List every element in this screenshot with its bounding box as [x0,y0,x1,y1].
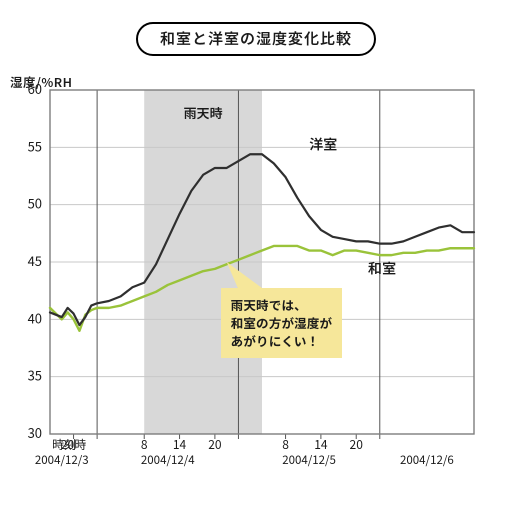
svg-text:雨天時: 雨天時 [184,103,223,122]
svg-text:2004/12/4: 2004/12/4 [141,452,195,468]
svg-text:60: 60 [28,79,42,98]
svg-text:8: 8 [282,436,289,453]
svg-text:55: 55 [28,136,42,155]
svg-text:14: 14 [314,436,328,453]
svg-text:2004/12/3: 2004/12/3 [35,452,89,468]
svg-text:20時: 20時 [61,436,86,453]
callout-line-3: あがりにくい！ [231,331,320,350]
figure-root: 和室と洋室の湿度変化比較 湿度/%RH 30354045505560時刻20時8… [0,0,512,512]
svg-text:30: 30 [28,423,42,442]
svg-text:8: 8 [141,436,148,453]
callout-box: 雨天時では、 和室の方が湿度が あがりにくい！ [221,288,343,358]
callout-line-1: 雨天時では、 [231,295,307,314]
svg-text:2004/12/5: 2004/12/5 [282,452,336,468]
svg-text:洋室: 洋室 [309,135,337,155]
svg-text:35: 35 [28,366,42,385]
svg-text:20: 20 [350,436,364,453]
svg-text:2004/12/6: 2004/12/6 [400,452,454,468]
svg-text:14: 14 [173,436,187,453]
callout-line-2: 和室の方が湿度が [231,313,333,332]
svg-text:40: 40 [28,308,42,327]
svg-text:45: 45 [28,251,42,270]
svg-text:20: 20 [208,436,222,453]
svg-text:50: 50 [28,194,42,213]
svg-text:和室: 和室 [368,258,396,278]
chart-svg: 30354045505560時刻20時81420814202004/12/320… [0,0,512,512]
